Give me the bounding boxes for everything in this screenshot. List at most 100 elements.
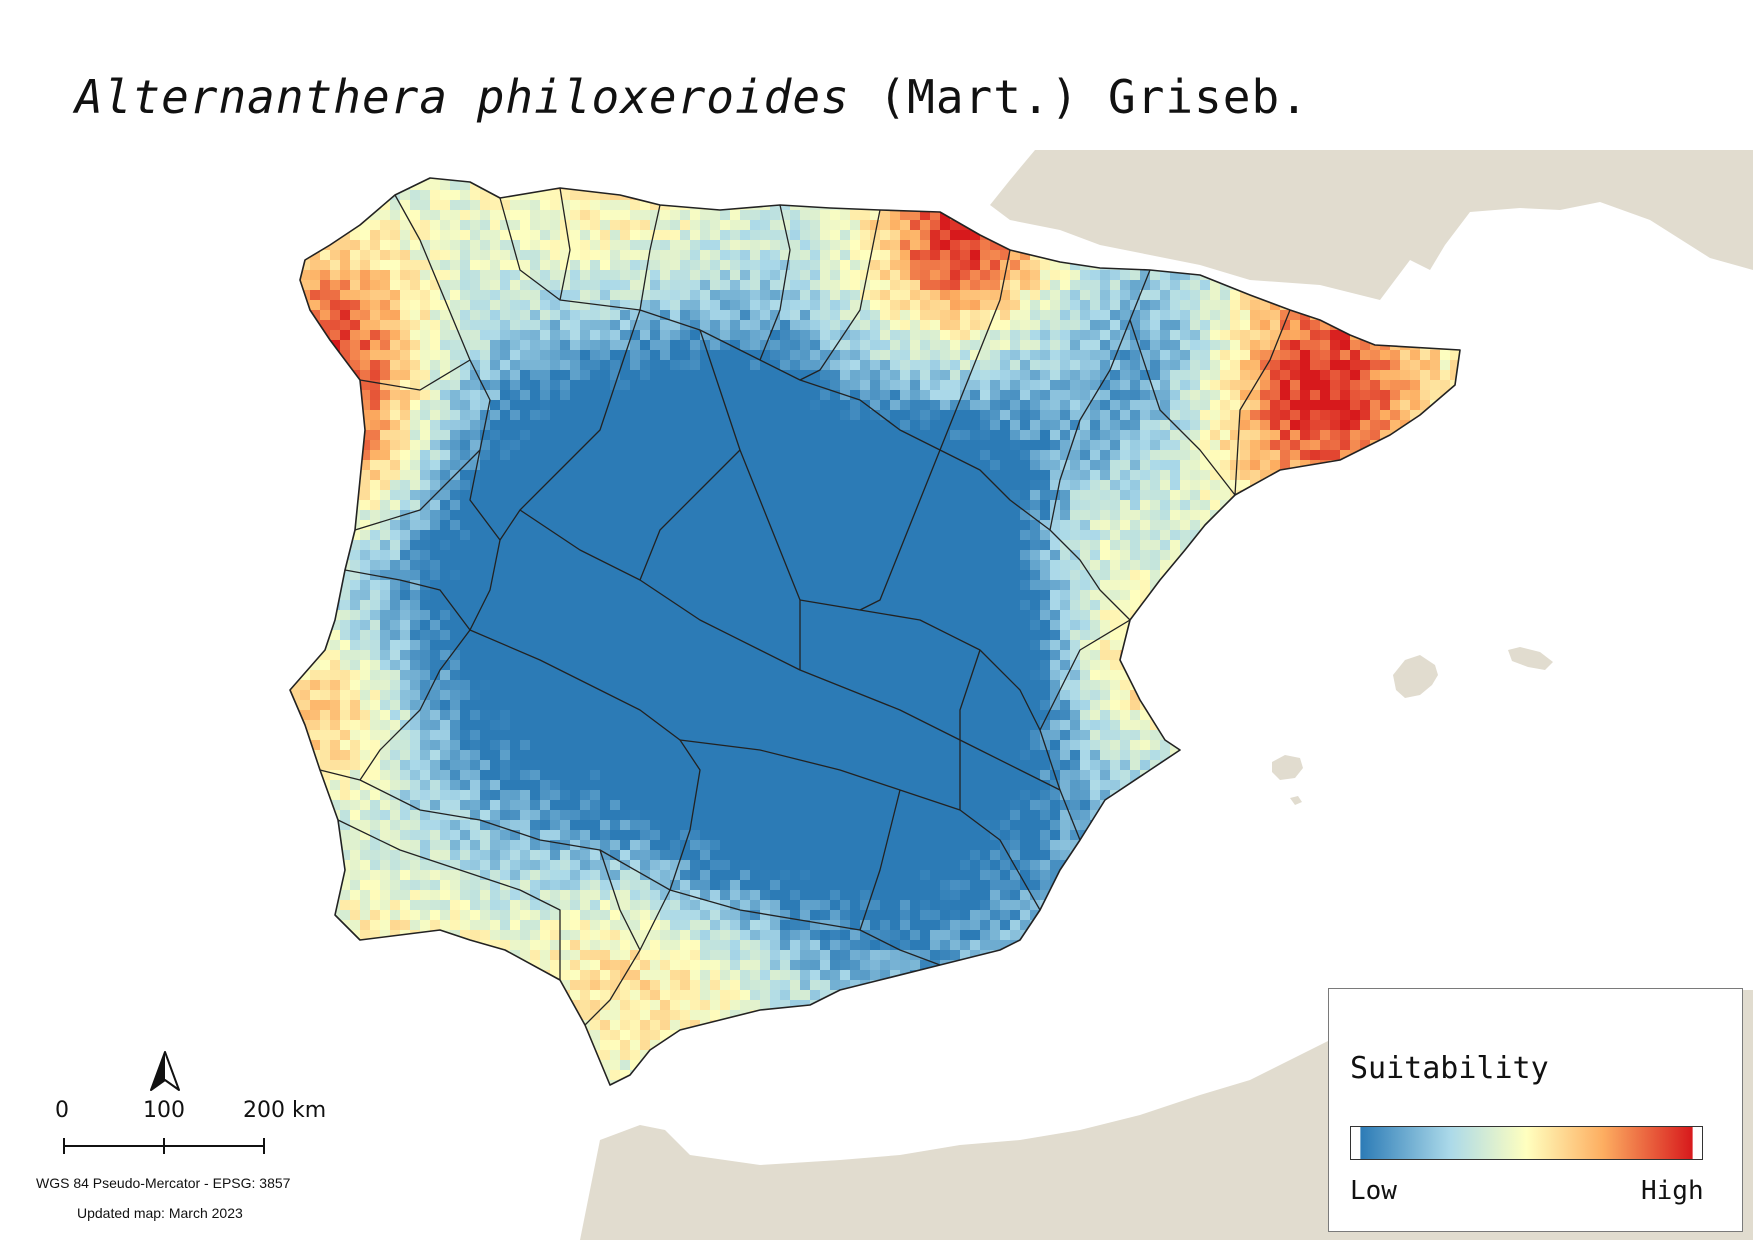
suitability-cell <box>690 510 700 520</box>
suitability-cell <box>910 440 920 450</box>
suitability-cell <box>900 210 910 220</box>
suitability-cell <box>930 370 940 380</box>
suitability-cell <box>900 440 910 450</box>
suitability-cell <box>1430 270 1440 280</box>
suitability-cell <box>1250 570 1260 580</box>
suitability-cell <box>520 430 530 440</box>
suitability-cell <box>630 300 640 310</box>
suitability-cell <box>1340 410 1350 420</box>
suitability-cell <box>720 210 730 220</box>
suitability-cell <box>790 390 800 400</box>
suitability-cell <box>1240 400 1250 410</box>
suitability-cell <box>320 270 330 280</box>
suitability-cell <box>930 470 940 480</box>
suitability-cell <box>910 510 920 520</box>
suitability-cell <box>530 180 540 190</box>
suitability-cell <box>1210 420 1220 430</box>
suitability-cell <box>900 460 910 470</box>
suitability-cell <box>840 270 850 280</box>
suitability-cell <box>650 580 660 590</box>
suitability-cell <box>750 230 760 240</box>
suitability-cell <box>730 190 740 200</box>
suitability-cell <box>810 500 820 510</box>
suitability-cell <box>720 430 730 440</box>
suitability-cell <box>770 340 780 350</box>
suitability-cell <box>1310 350 1320 360</box>
suitability-cell <box>1390 400 1400 410</box>
suitability-cell <box>400 490 410 500</box>
suitability-cell <box>780 290 790 300</box>
suitability-cell <box>590 570 600 580</box>
suitability-cell <box>870 460 880 470</box>
suitability-cell <box>1130 430 1140 440</box>
suitability-cell <box>760 190 770 200</box>
suitability-cell <box>1020 250 1030 260</box>
suitability-cell <box>540 500 550 510</box>
suitability-cell <box>730 560 740 570</box>
suitability-cell <box>1440 450 1450 460</box>
suitability-cell <box>800 260 810 270</box>
suitability-cell <box>1430 430 1440 440</box>
suitability-cell <box>580 178 590 180</box>
suitability-cell <box>400 430 410 440</box>
suitability-cell <box>990 390 1000 400</box>
suitability-cell <box>1330 380 1340 390</box>
suitability-cell <box>1260 550 1270 560</box>
suitability-cell <box>890 240 900 250</box>
suitability-cell <box>880 510 890 520</box>
suitability-cell <box>560 500 570 510</box>
suitability-cell <box>1230 350 1240 360</box>
suitability-cell <box>780 430 790 440</box>
suitability-cell <box>540 370 550 380</box>
suitability-cell <box>480 580 490 590</box>
suitability-cell <box>290 250 300 260</box>
suitability-cell <box>540 440 550 450</box>
suitability-cell <box>1180 510 1190 520</box>
suitability-cell <box>780 320 790 330</box>
suitability-cell <box>340 300 350 310</box>
suitability-cell <box>460 550 470 560</box>
suitability-cell <box>680 220 690 230</box>
suitability-cell <box>280 520 290 530</box>
suitability-cell <box>1440 470 1450 480</box>
suitability-cell <box>600 560 610 570</box>
suitability-cell <box>970 540 980 550</box>
suitability-cell <box>1200 310 1210 320</box>
suitability-cell <box>520 340 530 350</box>
suitability-cell <box>730 230 740 240</box>
suitability-cell <box>730 410 740 420</box>
suitability-cell <box>390 360 400 370</box>
suitability-cell <box>1160 330 1170 340</box>
suitability-cell <box>1420 470 1430 480</box>
suitability-cell <box>700 290 710 300</box>
suitability-cell <box>850 580 860 590</box>
suitability-cell <box>960 340 970 350</box>
suitability-cell <box>610 200 620 210</box>
suitability-cell <box>680 310 690 320</box>
suitability-cell <box>850 360 860 370</box>
suitability-cell <box>810 520 820 530</box>
suitability-cell <box>920 420 930 430</box>
suitability-cell <box>460 200 470 210</box>
suitability-cell <box>1470 450 1480 460</box>
suitability-cell <box>1240 460 1250 470</box>
suitability-cell <box>1360 350 1370 360</box>
suitability-cell <box>630 340 640 350</box>
suitability-cell <box>1230 380 1240 390</box>
suitability-cell <box>320 470 330 480</box>
suitability-cell <box>410 340 420 350</box>
suitability-cell <box>460 240 470 250</box>
suitability-cell <box>570 460 580 470</box>
suitability-cell <box>1210 390 1220 400</box>
suitability-cell <box>490 350 500 360</box>
suitability-cell <box>850 220 860 230</box>
suitability-cell <box>1450 500 1460 510</box>
suitability-cell <box>580 290 590 300</box>
suitability-cell <box>1040 410 1050 420</box>
suitability-cell <box>840 450 850 460</box>
suitability-cell <box>880 500 890 510</box>
suitability-cell <box>800 500 810 510</box>
suitability-cell <box>1210 300 1220 310</box>
suitability-cell <box>940 580 950 590</box>
suitability-cell <box>1020 420 1030 430</box>
